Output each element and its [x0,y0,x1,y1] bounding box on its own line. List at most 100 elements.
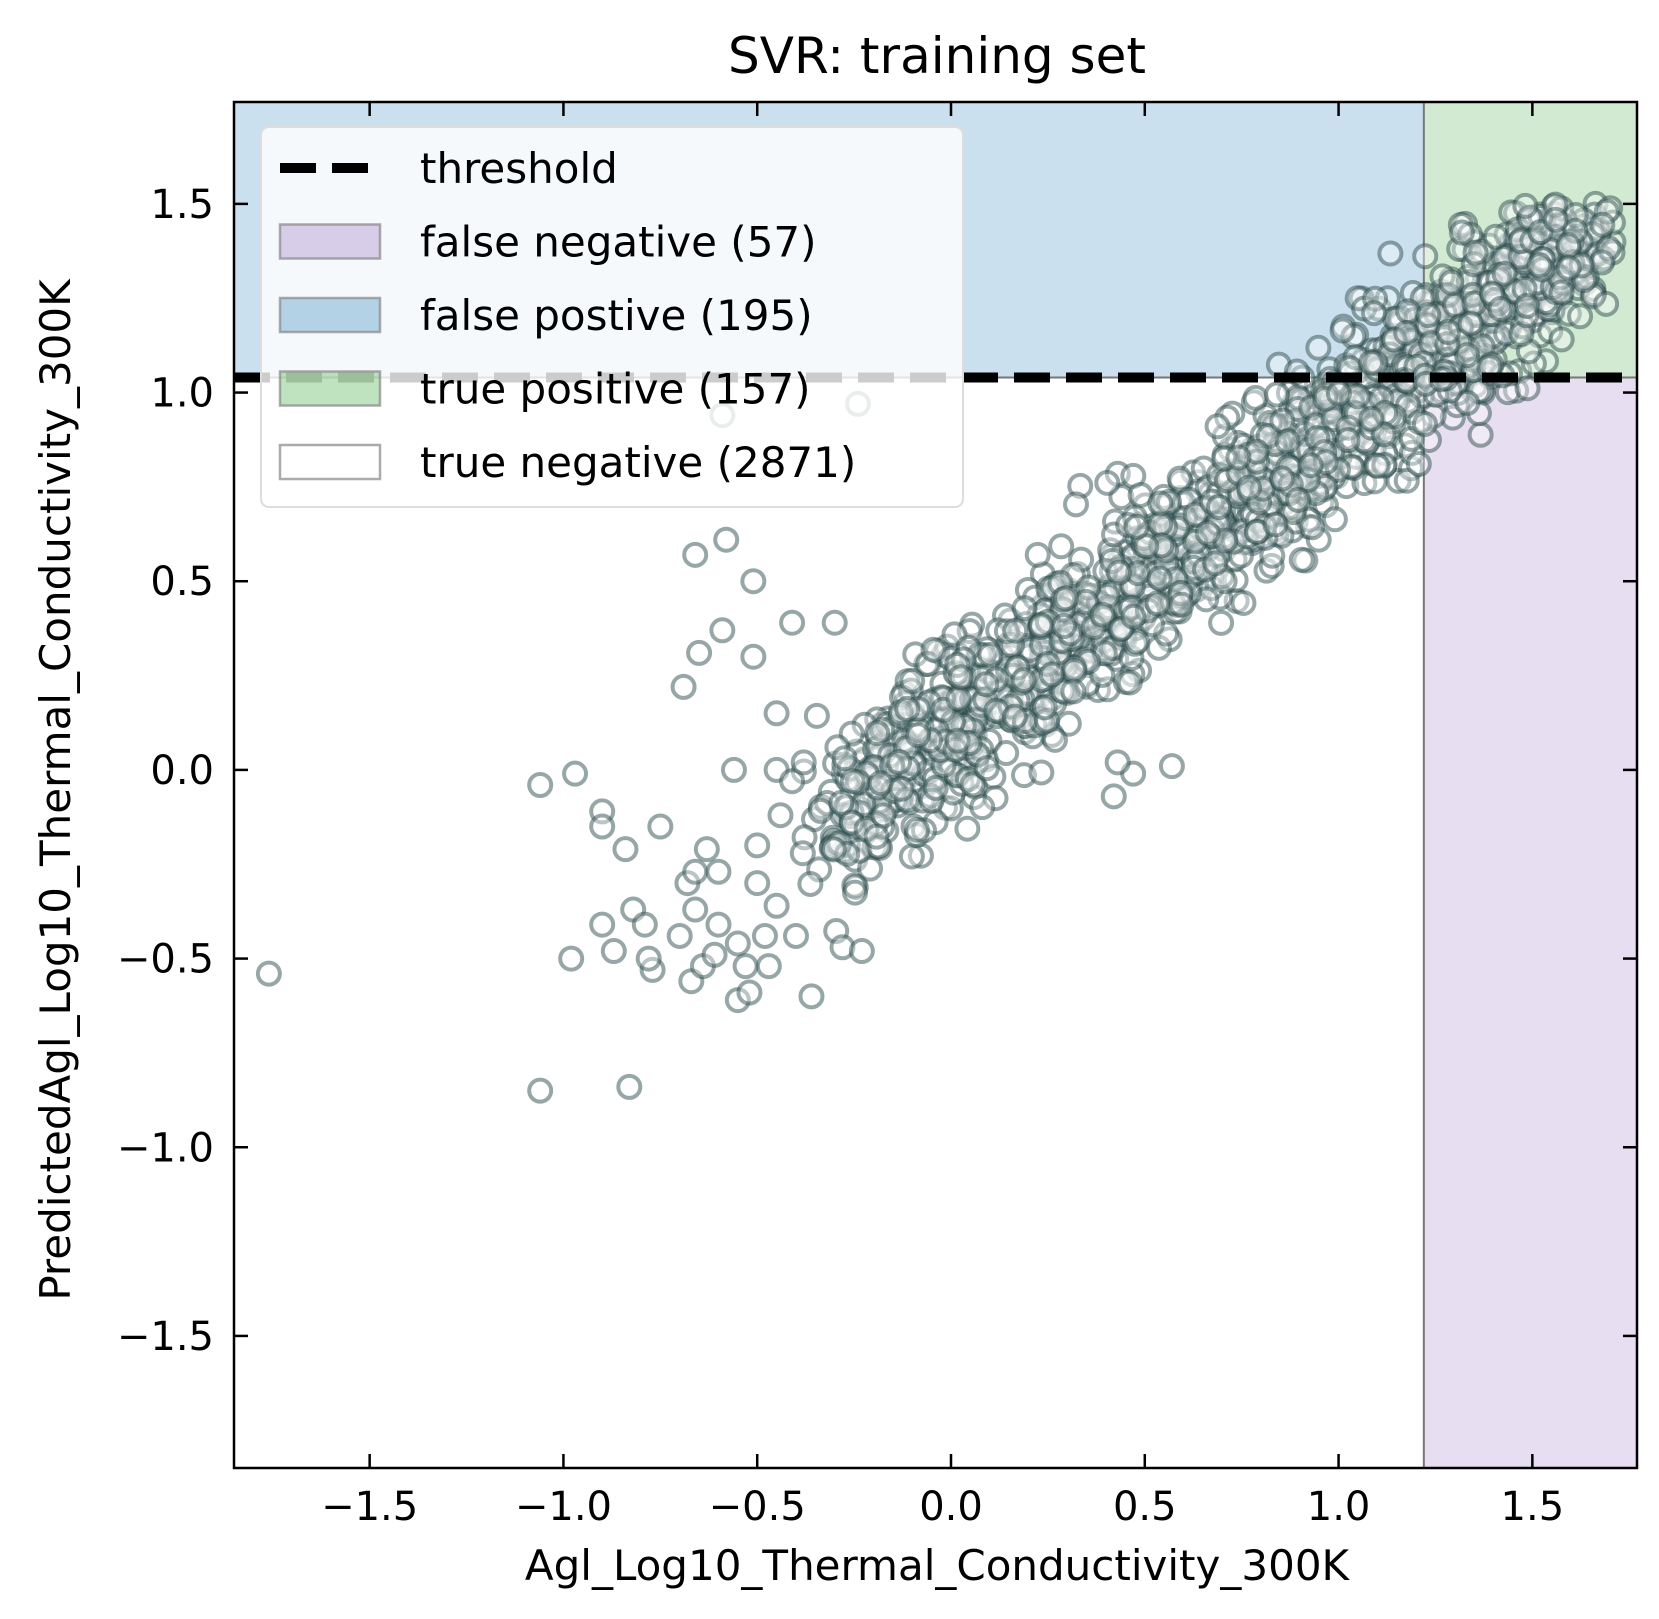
y-tick-label: −0.5 [117,937,214,983]
data-point [1051,613,1078,640]
data-point [1595,235,1622,262]
data-point [562,760,589,787]
legend-label-false-positive: false postive (195) [420,291,813,340]
false-negative-region [1423,377,1637,1468]
data-point [831,745,858,772]
data-point [1467,421,1494,448]
data-point [709,617,736,644]
x-tick-label: 1.0 [1307,1484,1371,1530]
data-point [1269,407,1296,434]
data-point [1002,617,1029,644]
data-point [1589,211,1616,238]
data-point [945,685,972,712]
x-tick-label: −1.0 [515,1484,612,1530]
data-point [1182,501,1209,528]
data-point [616,1073,643,1100]
data-point [1412,243,1439,270]
data-point [1144,590,1171,617]
data-point [789,840,816,867]
data-point [1106,559,1133,586]
data-point [867,769,894,796]
plot-area: −1.5 −1.0 −0.5 0.0 0.5 1.0 1.5 −1.5 −1.0 −0.5 0.0 0… [117,100,1639,1530]
data-point [1230,589,1257,616]
data-point [1285,486,1312,513]
x-tick-label: −1.5 [321,1484,418,1530]
data-point [763,700,790,727]
data-point [944,727,971,754]
data-point [797,870,824,897]
data-point [1548,326,1575,353]
data-point [1305,334,1332,361]
data-point [1010,667,1037,694]
data-point [1206,493,1233,520]
legend: threshold false negative (57) false postiv… [260,126,964,508]
data-point [1555,254,1582,281]
data-point [904,722,931,749]
data-point [1514,375,1541,402]
x-tick-label: 1.5 [1501,1484,1565,1530]
legend-label-threshold: threshold [420,144,618,193]
data-point [947,664,974,691]
data-point [864,720,891,747]
y-tick-label: 0.0 [150,748,214,794]
data-point [993,740,1020,767]
legend-swatch-false-negative [278,223,382,260]
data-point [1395,298,1422,325]
data-point [1454,389,1481,416]
data-point [977,641,1004,668]
data-point [631,911,658,938]
data-point [898,843,925,870]
data-point [779,768,806,795]
data-point [763,892,790,919]
data-point [1204,413,1231,440]
data-point [713,526,740,553]
data-point [1262,511,1289,538]
data-point [894,695,921,722]
data-point [1329,317,1356,344]
data-point [973,671,1000,698]
legend-swatch-true-positive [278,370,382,407]
data-point [870,802,897,829]
data-point [1100,783,1127,810]
data-point [1116,669,1143,696]
data-point [1288,546,1315,573]
data-point [732,953,759,980]
data-point [1048,533,1075,560]
data-point [740,643,767,670]
data-point [782,922,809,949]
legend-label-true-negative: true negative (2871) [420,438,856,487]
y-tick-label: 0.5 [150,559,214,605]
data-point [1194,520,1221,547]
data-point [1146,565,1173,592]
data-point [686,639,713,666]
data-point [1236,474,1263,501]
data-point [1031,694,1058,721]
data-point [1567,303,1594,330]
data-point [1364,452,1391,479]
data-point [1482,223,1509,250]
data-point [886,749,913,776]
data-point [1405,450,1432,477]
data-point [1411,410,1438,437]
data-point [1562,217,1589,244]
data-point [1462,239,1489,266]
data-point [1094,469,1121,496]
data-point [1038,661,1065,688]
y-tick-label: −1.5 [117,1314,214,1360]
data-point [1060,678,1087,705]
data-point [920,636,947,663]
data-point [842,879,869,906]
data-point [1166,465,1193,492]
data-point [993,618,1020,645]
legend-label-true-positive: true positive (157) [420,365,811,414]
data-point [1325,380,1352,407]
data-point [1168,591,1195,618]
data-point [1120,603,1147,630]
data-point [1457,310,1484,337]
data-point [1321,506,1348,533]
data-point [682,858,709,885]
data-point [1526,252,1553,279]
data-point [1299,514,1326,541]
y-axis-title: PredictedAgl_Log10_Thermal_Conductivity_… [31,278,80,1301]
